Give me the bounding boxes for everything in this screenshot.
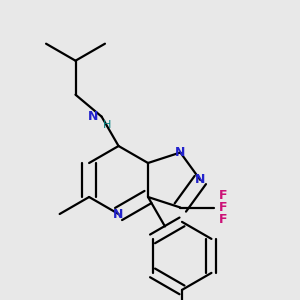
Text: N: N <box>113 208 124 220</box>
Text: F: F <box>219 189 228 202</box>
Text: N: N <box>175 146 185 159</box>
Text: H: H <box>103 120 112 130</box>
Text: F: F <box>219 213 228 226</box>
Text: F: F <box>219 201 228 214</box>
Text: N: N <box>195 173 206 187</box>
Text: N: N <box>88 110 99 123</box>
